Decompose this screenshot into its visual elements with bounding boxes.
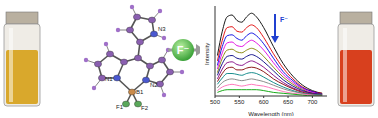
svg-text:F2: F2 [141,105,149,111]
svg-text:B1: B1 [136,89,144,95]
svg-text:650: 650 [283,99,294,105]
svg-text:N1: N1 [105,76,113,82]
svg-text:F1: F1 [116,104,124,110]
svg-text:N2: N2 [150,82,158,88]
svg-text:F⁻: F⁻ [177,44,190,56]
svg-text:Wavelength (nm): Wavelength (nm) [248,111,293,116]
svg-text:550: 550 [234,99,245,105]
svg-text:700: 700 [307,99,318,105]
svg-text:500: 500 [210,99,221,105]
svg-text:N3: N3 [158,26,166,32]
svg-text:Intensity: Intensity [204,43,210,65]
svg-text:F⁻: F⁻ [280,16,288,23]
svg-text:600: 600 [259,99,270,105]
